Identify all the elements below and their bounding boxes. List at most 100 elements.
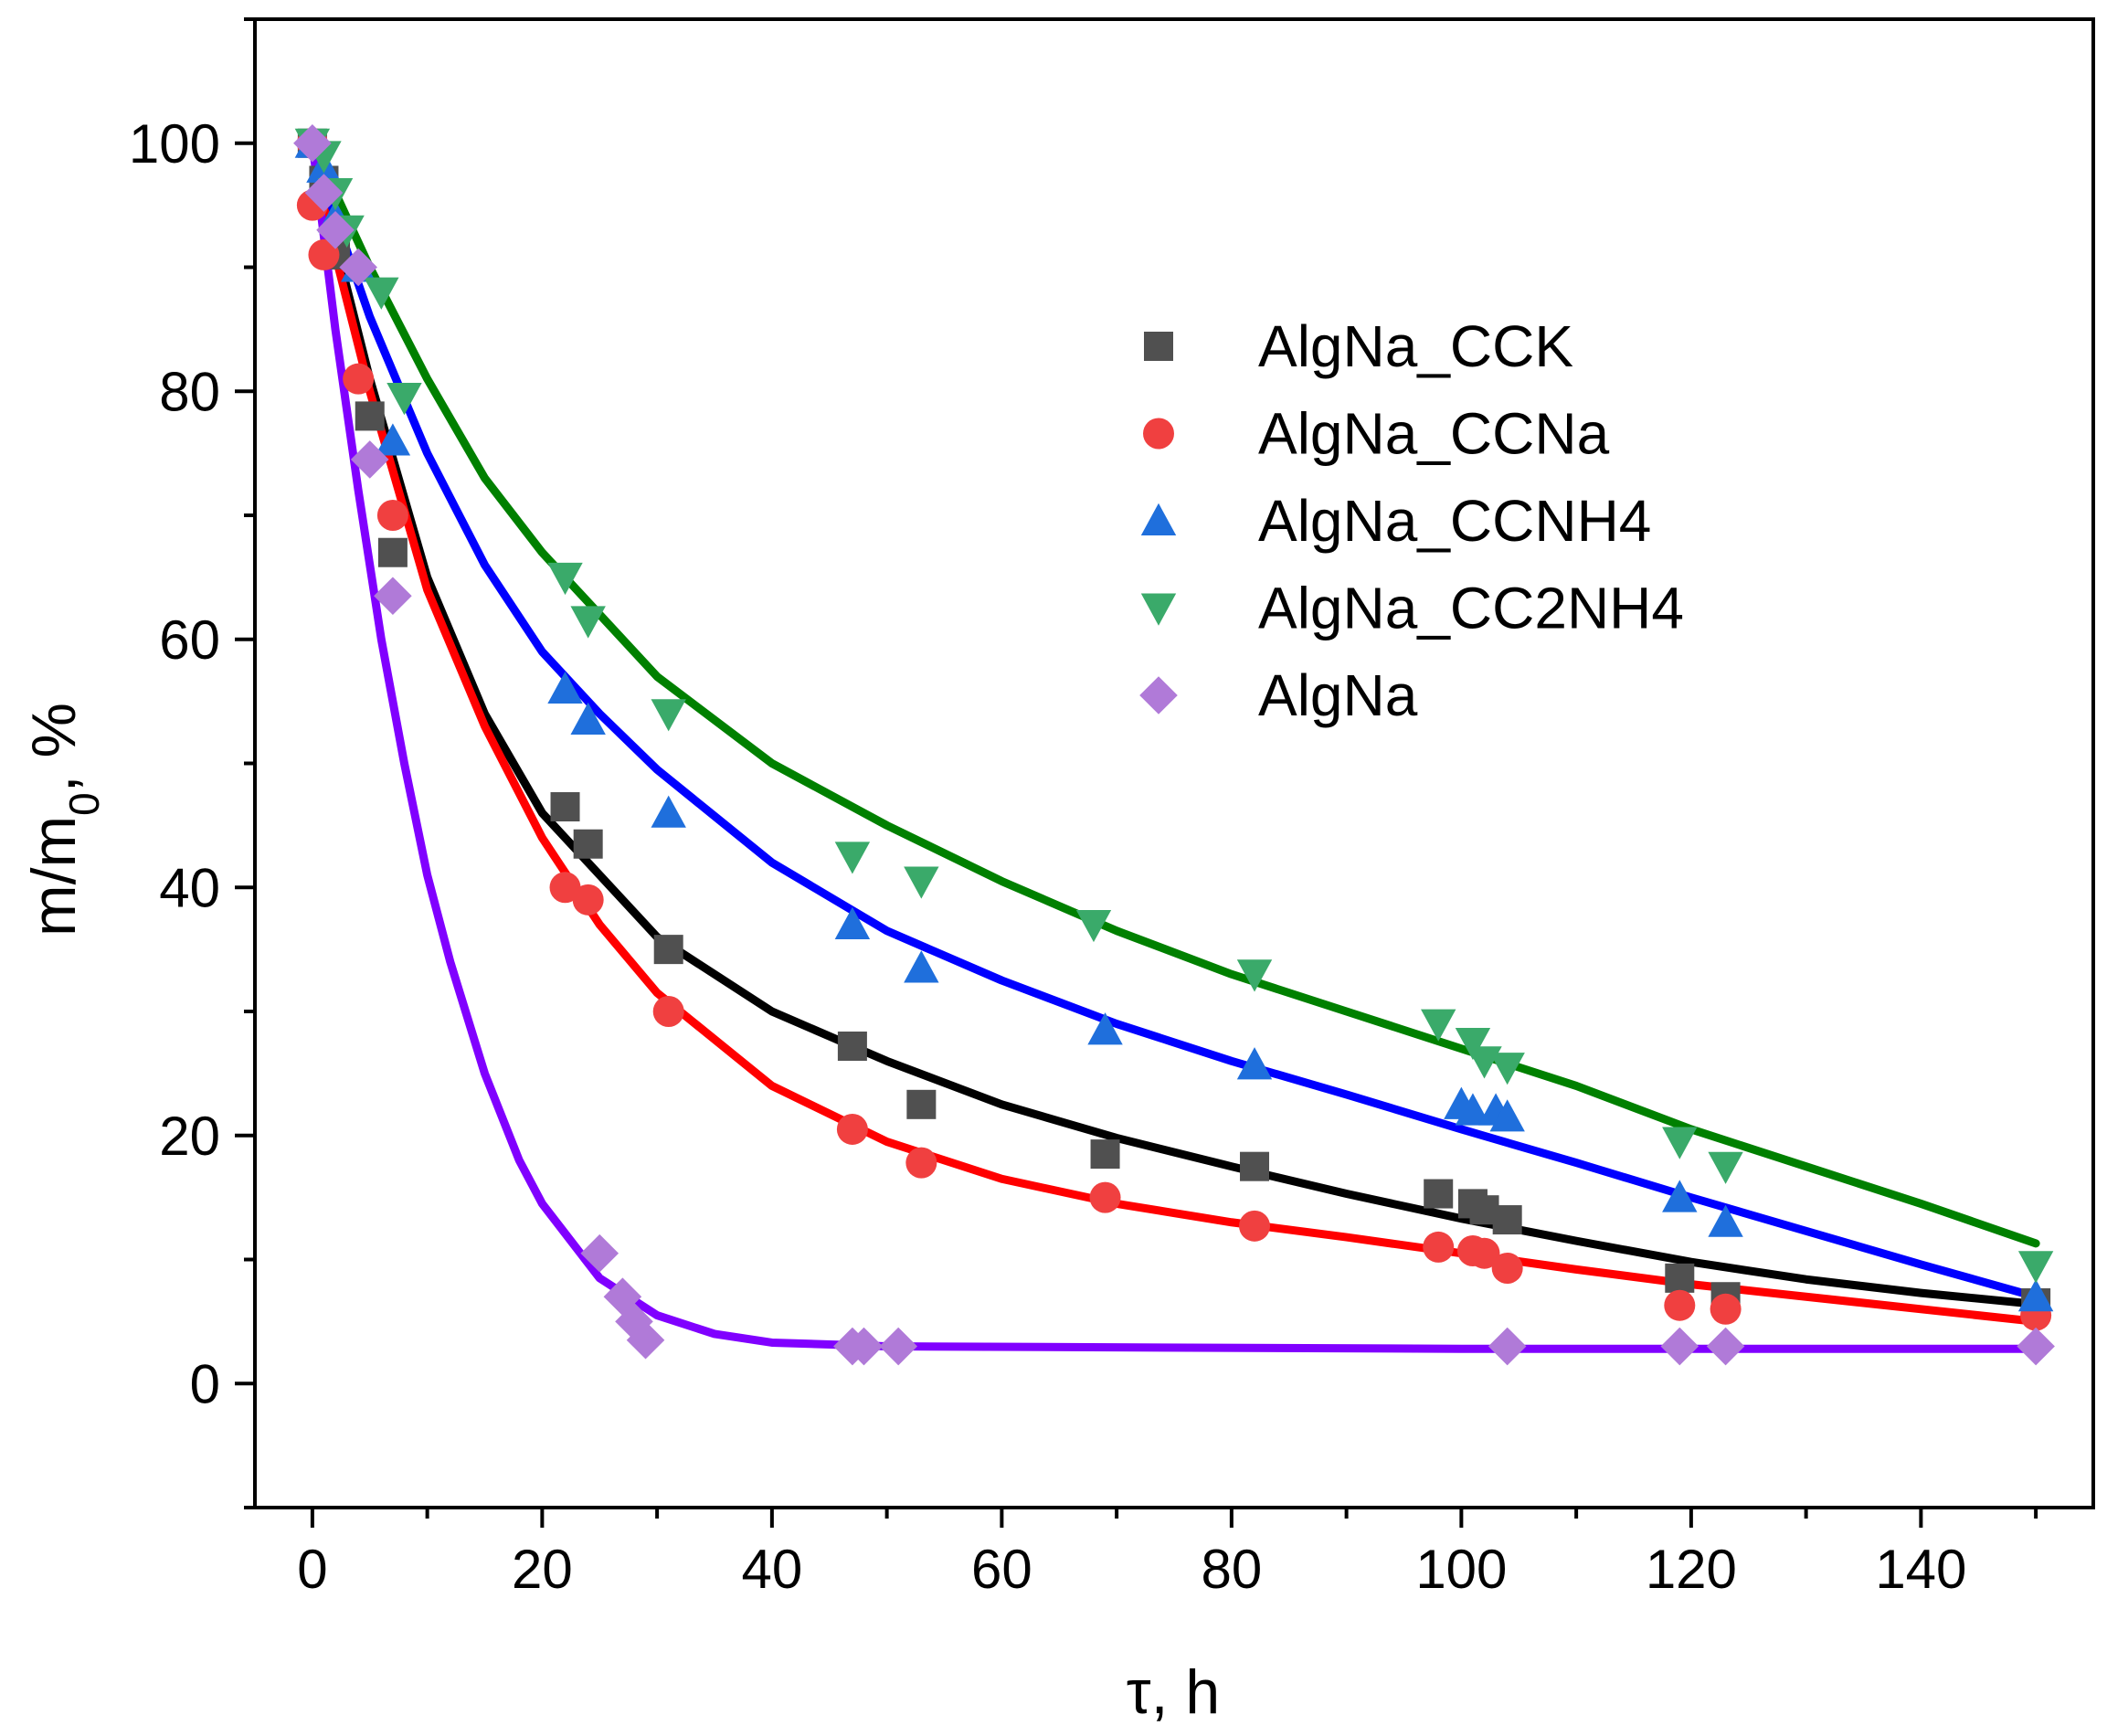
data-markers [293,123,2055,1366]
point-algna-cc2nh4 [570,606,606,639]
legend-label-algna: AlgNa [1258,662,1418,728]
point-algna-ccnh4 [570,702,606,735]
legend-label-algna-cc2nh4: AlgNa_CC2NH4 [1258,576,1684,641]
point-algna [374,577,412,616]
x-tick-label: 0 [297,1539,327,1600]
legend-marker-algna-ccnh4 [1140,503,1177,535]
legend-marker-algna [1139,676,1178,715]
point-algna [293,123,332,163]
point-algna-ccna [1089,1181,1121,1213]
point-algna-cck [1424,1179,1454,1209]
point-algna-ccna [572,884,604,916]
point-algna [304,174,344,212]
point-algna-ccna [1468,1237,1500,1269]
axes: 0 20 40 60 80 100 120 140 0 20 40 60 80 100 [129,17,2038,1600]
point-algna-cck [377,537,408,567]
point-algna-cc2nh4 [1708,1151,1743,1184]
y-tick-label: 20 [159,1106,220,1167]
x-tick-label: 100 [1415,1539,1507,1600]
point-algna-cck [1665,1263,1695,1293]
point-algna-cck [906,1089,937,1119]
x-tick-label: 80 [1202,1539,1263,1600]
point-algna-cc2nh4 [651,699,686,732]
x-tick-label: 120 [1646,1539,1737,1600]
legend-marker-algna-cck [1144,332,1173,361]
point-algna-ccnh4 [2017,1279,2054,1312]
point-algna-ccna [905,1147,937,1179]
point-algna-cck [573,829,603,859]
point-algna-cc2nh4 [1421,1009,1456,1042]
y-tick-label: 100 [129,113,220,175]
legend-marker-algna-ccna [1143,418,1174,450]
point-algna [1488,1327,1527,1366]
point-algna-cc2nh4 [2017,1251,2054,1284]
x-tick-label: 60 [971,1539,1032,1600]
point-algna-cc2nh4 [1489,1053,1525,1085]
point-algna-ccna [1239,1210,1271,1242]
point-algna-ccna [1664,1289,1696,1321]
fit-line-algna-ccna [308,139,2040,1326]
point-algna-ccnh4 [1708,1204,1743,1237]
fit-line-algna-ccnh4 [308,139,2040,1301]
point-algna-cc2nh4 [547,562,583,596]
x-axis-label: τ, h [1127,1657,1220,1727]
point-algna [339,248,377,287]
legend-marker-algna-cc2nh4 [1140,593,1177,626]
x-tick-label: 140 [1875,1539,1966,1600]
point-algna [580,1233,619,1273]
point-algna-ccnh4 [1455,1093,1491,1126]
point-algna-ccna [308,238,340,270]
point-algna-cc2nh4 [364,277,399,310]
point-algna-ccnh4 [547,671,583,704]
point-algna [1706,1327,1745,1366]
point-algna-cck [1240,1151,1270,1181]
point-algna-ccna [1710,1293,1742,1325]
point-algna-cck [355,401,385,431]
point-algna-cck [550,792,580,822]
point-algna-cc2nh4 [1455,1027,1491,1061]
fit-line-algna-cck [308,139,2040,1308]
point-algna-ccnh4 [1662,1180,1698,1212]
point-algna [626,1320,665,1360]
point-algna [2017,1327,2055,1366]
point-algna-cck [1090,1139,1120,1170]
point-algna-ccnh4 [904,950,939,983]
x-tick-label: 20 [512,1539,573,1600]
point-algna-ccnh4 [375,423,411,456]
legend-label-algna-ccna: AlgNa_CCNa [1258,401,1610,467]
point-algna-cc2nh4 [1075,909,1112,943]
legend-label-algna-ccnh4: AlgNa_CCNH4 [1258,488,1651,554]
point-algna-cc2nh4 [834,842,871,874]
point-algna-ccna [652,996,684,1027]
y-tick-label: 0 [190,1353,220,1414]
point-algna-cck [837,1032,867,1062]
point-algna-cc2nh4 [386,383,422,416]
x-tick-label: 40 [742,1539,803,1600]
point-algna [316,210,355,249]
point-algna-ccnh4 [1236,1047,1273,1080]
point-algna-ccnh4 [1087,1012,1123,1045]
y-tick-label: 40 [159,857,220,918]
point-algna-cc2nh4 [1662,1127,1698,1159]
fit-line-algna [308,139,2040,1353]
point-algna-ccna [376,500,408,531]
y-axis-label: m/m0, % [19,703,108,937]
point-algna-cck [1492,1205,1522,1235]
legend: AlgNa_CCK AlgNa_CCNa AlgNa_CCNH4 AlgNa_CC2N… [1139,313,1684,728]
point-algna [879,1327,917,1366]
y-tick-label: 80 [159,361,220,422]
point-algna-cc2nh4 [904,866,939,899]
fit-curves [308,139,2040,1353]
point-algna-ccnh4 [1489,1099,1525,1132]
point-algna-ccnh4 [651,795,686,828]
point-algna-ccna [836,1113,868,1145]
point-algna-ccna [1491,1253,1523,1285]
fit-line-algna-cc2nh4 [308,139,2040,1248]
point-algna-ccna [1423,1231,1455,1263]
y-tick-label: 60 [159,609,220,671]
point-algna-cc2nh4 [1236,959,1273,992]
point-algna [350,440,389,479]
point-algna-ccna [549,872,581,904]
point-algna [1660,1327,1699,1366]
